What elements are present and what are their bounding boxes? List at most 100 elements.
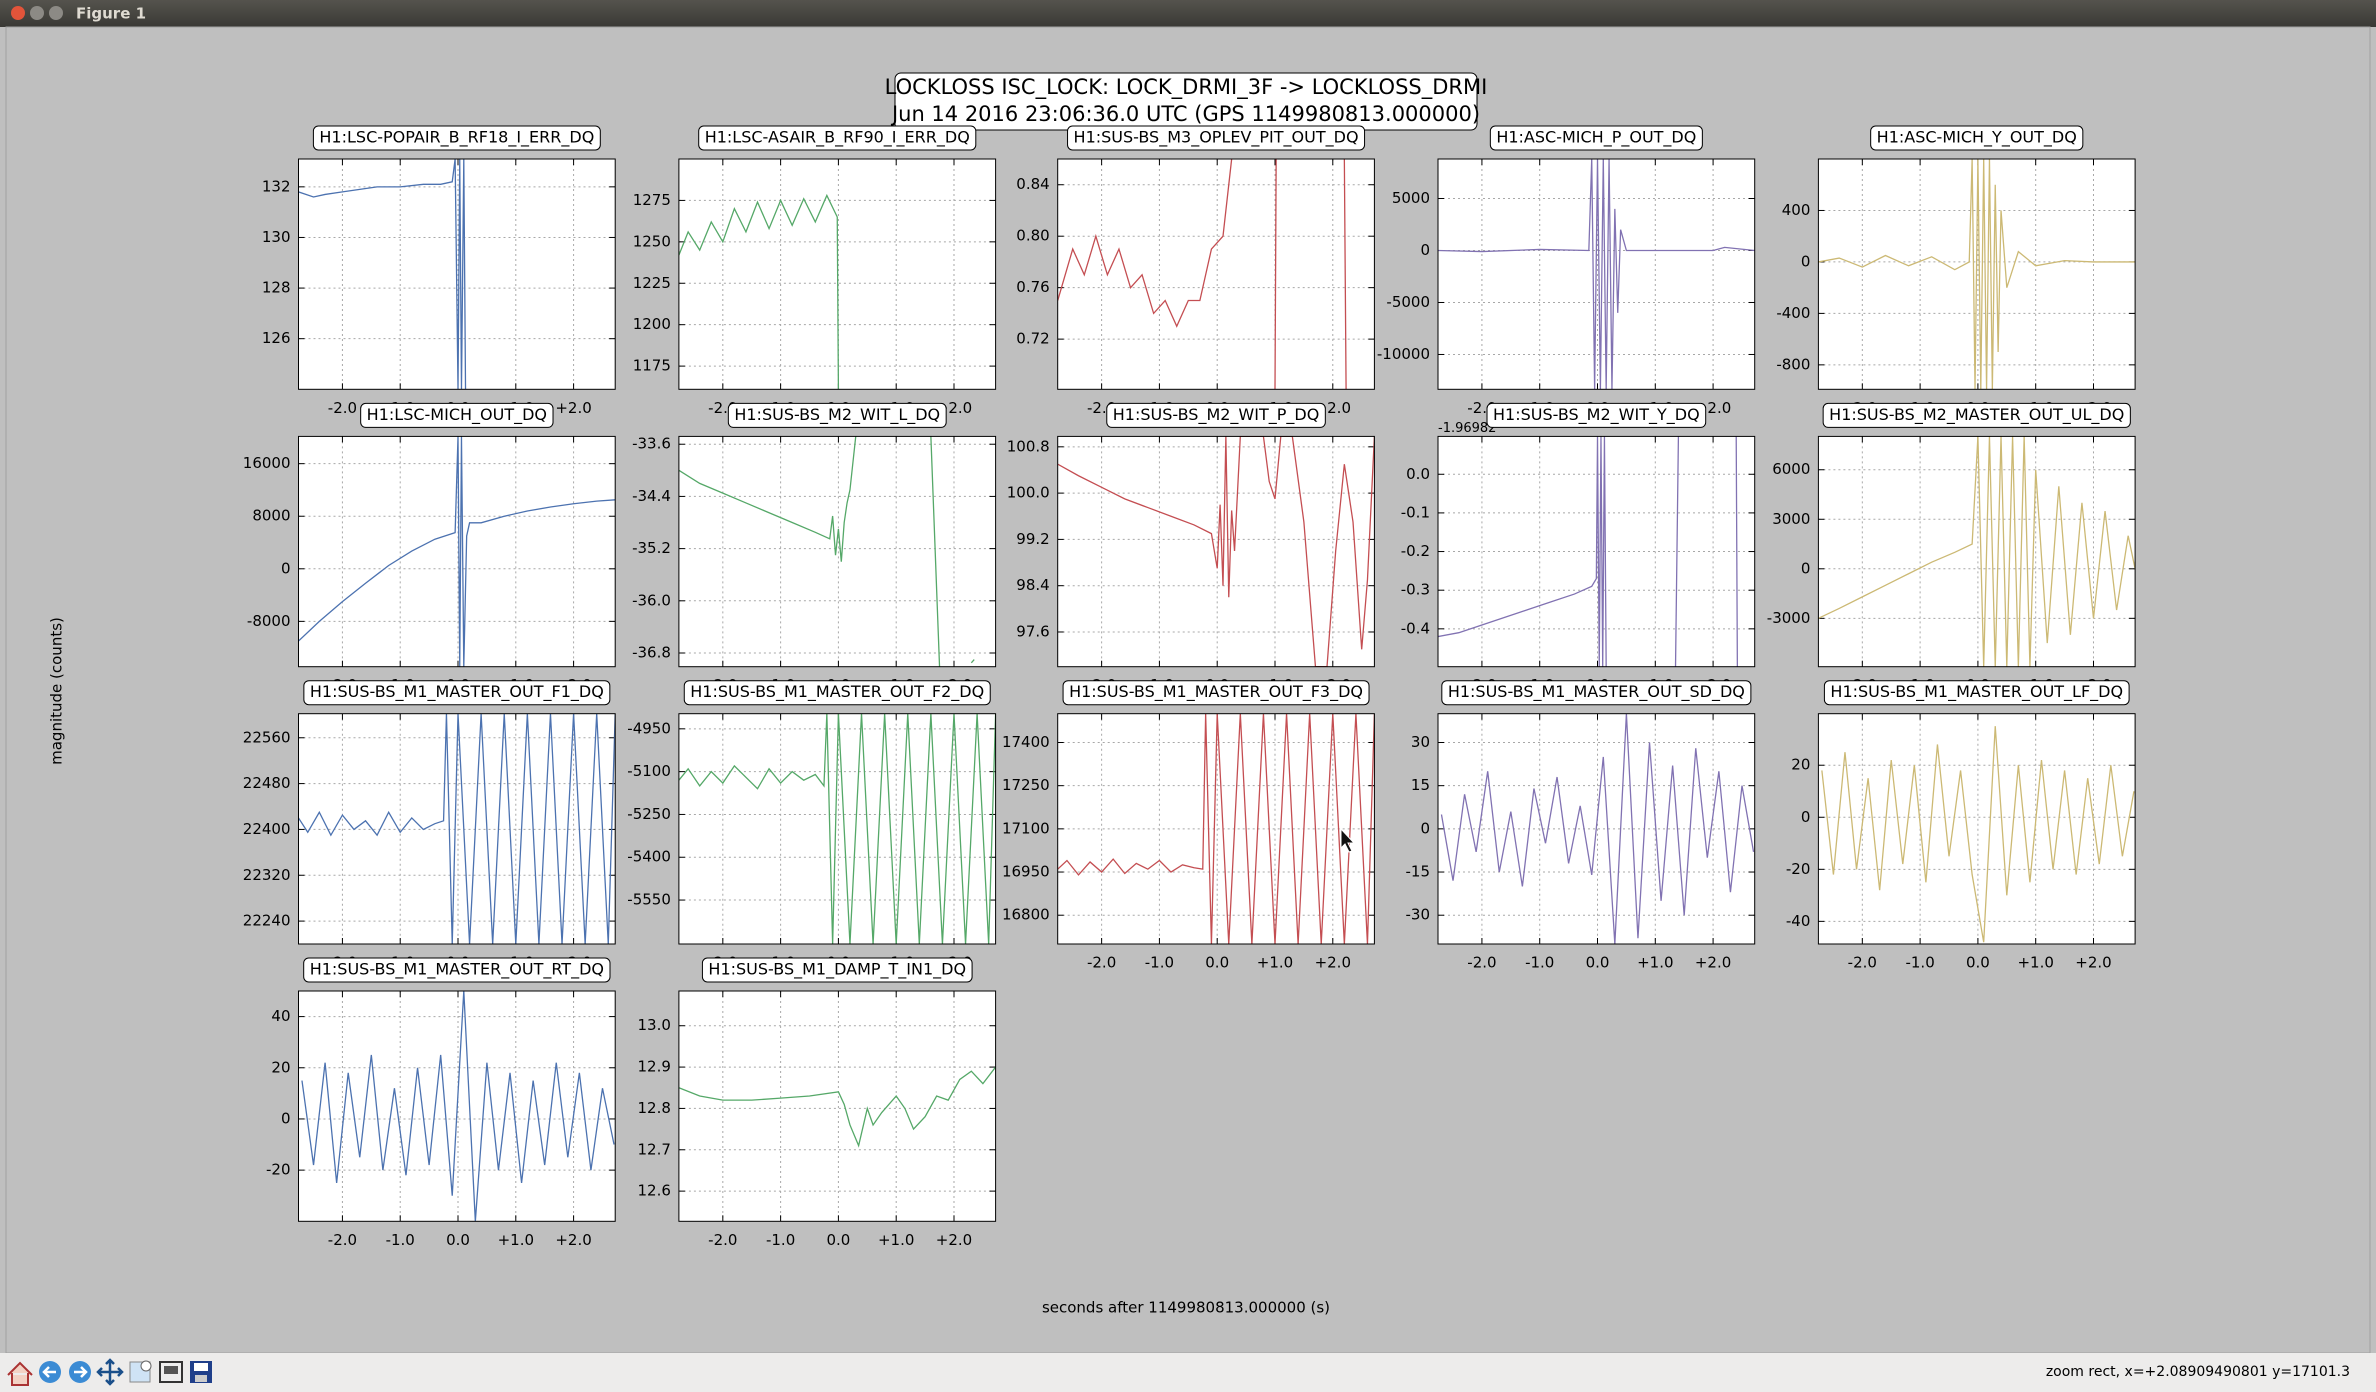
x-tick-label: -1.0	[766, 1231, 795, 1249]
data-line	[1438, 436, 1739, 667]
y-tick-label: 0.0	[1406, 465, 1430, 483]
y-tick-label: 12.6	[637, 1182, 670, 1200]
y-tick-label: 17100	[1002, 819, 1050, 837]
y-tick-label: -0.4	[1401, 619, 1430, 637]
plot-area	[678, 436, 996, 667]
axes-frame	[678, 990, 997, 1222]
axes-frame	[678, 158, 997, 390]
home-button[interactable]	[7, 1361, 33, 1386]
y-tick-label: 16950	[1002, 863, 1050, 881]
y-tick-label: 1275	[633, 191, 671, 209]
suptitle: LOCKLOSS ISC_LOCK: LOCK_DRMI_3F -> LOCKL…	[885, 75, 1488, 100]
x-tick-label: 0.0	[1586, 954, 1610, 972]
y-tick-label: -0.2	[1401, 542, 1430, 560]
y-tick-label: 0	[281, 559, 291, 577]
maximize-button[interactable]	[49, 6, 63, 20]
subplot-title: H1:SUS-BS_M1_MASTER_OUT_SD_DQ	[1448, 682, 1745, 702]
y-tick-label: -8000	[247, 612, 291, 630]
y-tick-label: 130	[262, 228, 291, 246]
forward-button[interactable]	[69, 1361, 91, 1383]
y-tick-label: -15	[1406, 863, 1431, 881]
y-tick-label: -0.3	[1401, 581, 1430, 599]
subplot-title: H1:SUS-BS_M2_WIT_P_DQ	[1113, 405, 1320, 425]
zoom-button[interactable]	[129, 1360, 152, 1383]
y-tick-label: 12.7	[637, 1140, 670, 1158]
subplot-title-box	[1067, 125, 1366, 151]
subplot-title: H1:SUS-BS_M1_MASTER_OUT_LF_DQ	[1830, 682, 2123, 702]
subplot-title: H1:SUS-BS_M1_MASTER_OUT_RT_DQ	[310, 960, 604, 980]
subplot-title: H1:SUS-BS_M1_MASTER_OUT_F2_DQ	[690, 682, 984, 702]
subplot-title: H1:LSC-ASAIR_B_RF90_I_ERR_DQ	[705, 128, 970, 148]
axes-frame	[678, 713, 997, 945]
plot-data	[1057, 159, 1347, 390]
y-tick-label: -5400	[627, 848, 671, 866]
y-tick-label: 97.6	[1016, 622, 1049, 640]
plot-area	[1057, 159, 1375, 390]
data-line	[1057, 436, 1375, 667]
suptitle-subtitle: Jun 14 2016 23:06:36.0 UTC (GPS 11499808…	[890, 102, 1480, 126]
close-button[interactable]	[11, 6, 25, 20]
pan-button[interactable]	[96, 1358, 124, 1386]
y-tick-label: 1250	[633, 232, 671, 250]
plot-data	[301, 991, 615, 1222]
y-tick-label: -34.4	[632, 487, 671, 505]
y-tick-label: 0	[1801, 252, 1811, 270]
x-tick-label: +1.0	[1257, 954, 1293, 972]
y-tick-label: 8000	[252, 507, 290, 525]
data-line	[1821, 726, 2135, 943]
y-tick-label: 0	[1420, 241, 1430, 259]
x-tick-label: -2.0	[708, 1231, 737, 1249]
y-tick-label: -0.1	[1401, 503, 1430, 521]
x-tick-label: -2.0	[1087, 954, 1116, 972]
y-tick-label: -10000	[1377, 345, 1430, 363]
subplot-title-box	[701, 957, 973, 983]
y-tick-label: 126	[262, 329, 291, 347]
x-tick-label: -1.0	[1905, 954, 1934, 972]
x-tick-label: -2.0	[328, 1231, 357, 1249]
y-tick-label: -20	[266, 1161, 291, 1179]
subplot-title-box	[360, 402, 554, 428]
y-tick-label: 99.2	[1016, 530, 1049, 548]
y-tick-label: 0.84	[1016, 175, 1049, 193]
y-tick-label: 17400	[1002, 733, 1050, 751]
subplot-title-box	[727, 402, 947, 428]
x-tick-label: +1.0	[1637, 954, 1673, 972]
y-tick-label: 12.8	[637, 1099, 670, 1117]
y-tick-label: 40	[271, 1007, 290, 1025]
y-tick-label: -20	[1786, 860, 1811, 878]
y-tick-label: 30	[1411, 733, 1430, 751]
save-button[interactable]	[190, 1361, 212, 1383]
x-tick-label: -2.0	[1467, 954, 1496, 972]
y-tick-label: -400	[1776, 304, 1810, 322]
y-tick-label: 128	[262, 279, 291, 297]
y-tick-label: -4950	[627, 719, 671, 737]
y-tick-label: 13.0	[637, 1016, 670, 1034]
data-line	[678, 436, 975, 667]
plot-data	[678, 193, 840, 390]
subplot-title-box	[1489, 125, 1703, 151]
y-tick-label: 0.80	[1016, 227, 1049, 245]
offset-label: -1.96982	[1438, 421, 1496, 436]
y-tick-label: 22400	[243, 820, 291, 838]
x-tick-label: +2.0	[2075, 954, 2111, 972]
subplot-title: H1:LSC-MICH_OUT_DQ	[367, 405, 547, 425]
y-tick-label: 6000	[1772, 460, 1810, 478]
back-button[interactable]	[39, 1361, 61, 1383]
subplots-button[interactable]	[159, 1361, 183, 1383]
minimize-button[interactable]	[30, 6, 44, 20]
mouse-cursor	[1340, 827, 1356, 853]
x-tick-label: +2.0	[1315, 954, 1351, 972]
subplot-title-box	[683, 680, 991, 706]
y-tick-label: 22480	[243, 774, 291, 792]
y-tick-label: 1175	[633, 357, 671, 375]
axes-frame	[678, 435, 997, 668]
y-tick-label: 5000	[1392, 189, 1430, 207]
subplot-title: H1:ASC-MICH_Y_OUT_DQ	[1877, 128, 2077, 148]
plot-data	[678, 1066, 996, 1148]
plot-data	[678, 436, 975, 667]
subplot-title: H1:SUS-BS_M3_OPLEV_PIT_OUT_DQ	[1074, 128, 1359, 148]
x-tick-label: +2.0	[1695, 954, 1731, 972]
axes-frame	[1057, 158, 1375, 390]
y-tick-label: -5250	[627, 805, 671, 823]
